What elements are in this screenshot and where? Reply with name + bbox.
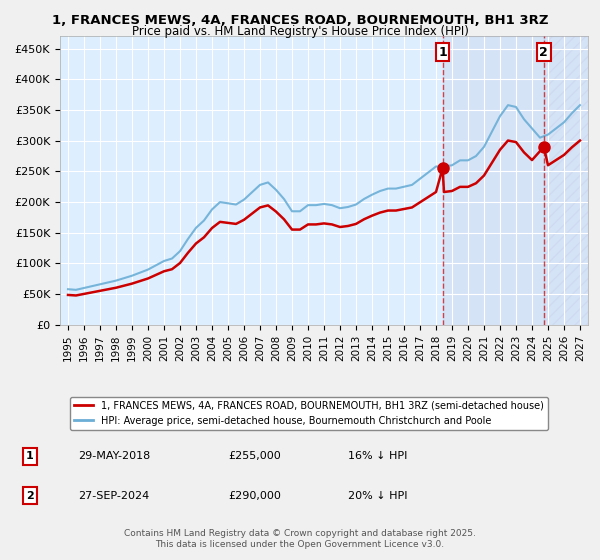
Text: 29-MAY-2018: 29-MAY-2018 [78, 451, 150, 461]
Legend: 1, FRANCES MEWS, 4A, FRANCES ROAD, BOURNEMOUTH, BH1 3RZ (semi-detached house), H: 1, FRANCES MEWS, 4A, FRANCES ROAD, BOURN… [70, 397, 548, 430]
Bar [544, 36, 588, 325]
Text: 1: 1 [438, 45, 447, 59]
Text: Price paid vs. HM Land Registry's House Price Index (HPI): Price paid vs. HM Land Registry's House … [131, 25, 469, 38]
Text: 27-SEP-2024: 27-SEP-2024 [78, 491, 149, 501]
Text: £290,000: £290,000 [228, 491, 281, 501]
Text: £255,000: £255,000 [228, 451, 281, 461]
Text: 2: 2 [539, 45, 548, 59]
Text: 20% ↓ HPI: 20% ↓ HPI [348, 491, 407, 501]
Text: 1, FRANCES MEWS, 4A, FRANCES ROAD, BOURNEMOUTH, BH1 3RZ: 1, FRANCES MEWS, 4A, FRANCES ROAD, BOURN… [52, 14, 548, 27]
Text: 2: 2 [26, 491, 34, 501]
Text: 16% ↓ HPI: 16% ↓ HPI [348, 451, 407, 461]
Text: Contains HM Land Registry data © Crown copyright and database right 2025.
This d: Contains HM Land Registry data © Crown c… [124, 529, 476, 549]
Bar [443, 36, 544, 325]
Text: 1: 1 [26, 451, 34, 461]
